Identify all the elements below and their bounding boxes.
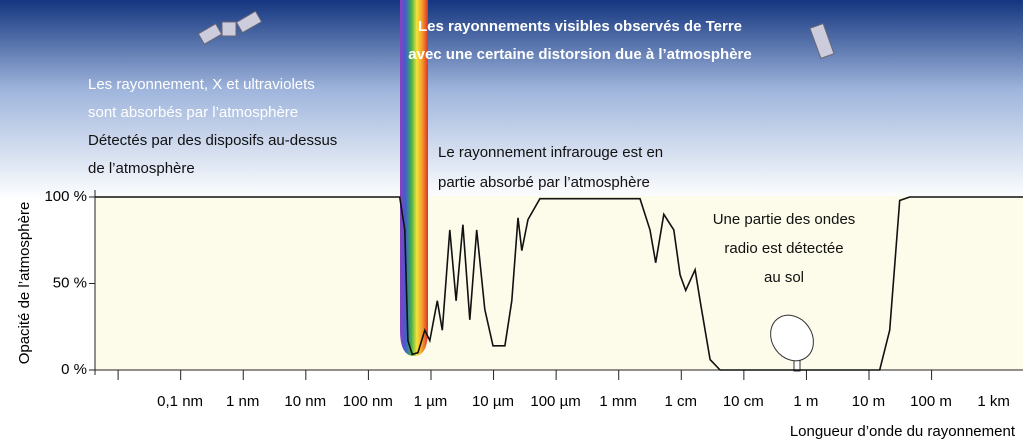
annotation: au sol xyxy=(764,269,804,286)
annotation: Le rayonnement infrarouge est en xyxy=(438,144,663,161)
annotation: radio est détectée xyxy=(724,240,843,257)
annotation: Les rayonnement, X et ultraviolets xyxy=(88,76,315,93)
annotation: Une partie des ondes xyxy=(713,211,856,228)
x-axis-label: Longueur d’onde du rayonnement xyxy=(790,423,1016,440)
y-tick-label: 0 % xyxy=(61,361,87,378)
x-tick-label: 0,1 nm xyxy=(157,393,203,410)
annotation: de l’atmosphère xyxy=(88,160,195,177)
x-tick-label: 1 km xyxy=(977,393,1010,410)
x-tick-label: 1 nm xyxy=(226,393,259,410)
x-tick-label: 1 m xyxy=(793,393,818,410)
annotation: partie absorbé par l’atmosphère xyxy=(438,174,650,191)
y-tick-label: 100 % xyxy=(44,188,87,205)
annotation: Détectés par des disposifs au-dessus xyxy=(88,132,337,149)
x-tick-label: 1 cm xyxy=(664,393,697,410)
y-axis-label: Opacité de l’atmosphère xyxy=(16,202,33,365)
x-tick-label: 100 m xyxy=(910,393,952,410)
chart-title: avec une certaine distorsion due à l’atm… xyxy=(408,46,751,63)
chart: Opacité de l’atmosphère Longueur d’onde … xyxy=(0,0,1023,445)
x-tick-label: 10 m xyxy=(852,393,885,410)
plot-bg xyxy=(95,196,1023,370)
y-tick-label: 50 % xyxy=(53,274,87,291)
x-tick-label: 10 cm xyxy=(723,393,764,410)
x-tick-label: 1 mm xyxy=(599,393,637,410)
x-tick-label: 100 µm xyxy=(530,393,580,410)
x-tick-label: 100 nm xyxy=(343,393,393,410)
x-tick-label: 10 nm xyxy=(284,393,326,410)
x-tick-label: 10 µm xyxy=(472,393,514,410)
x-tick-label: 1 µm xyxy=(414,393,448,410)
annotation: sont absorbés par l’atmosphère xyxy=(88,104,298,121)
chart-title: Les rayonnements visibles observés de Te… xyxy=(418,18,742,35)
